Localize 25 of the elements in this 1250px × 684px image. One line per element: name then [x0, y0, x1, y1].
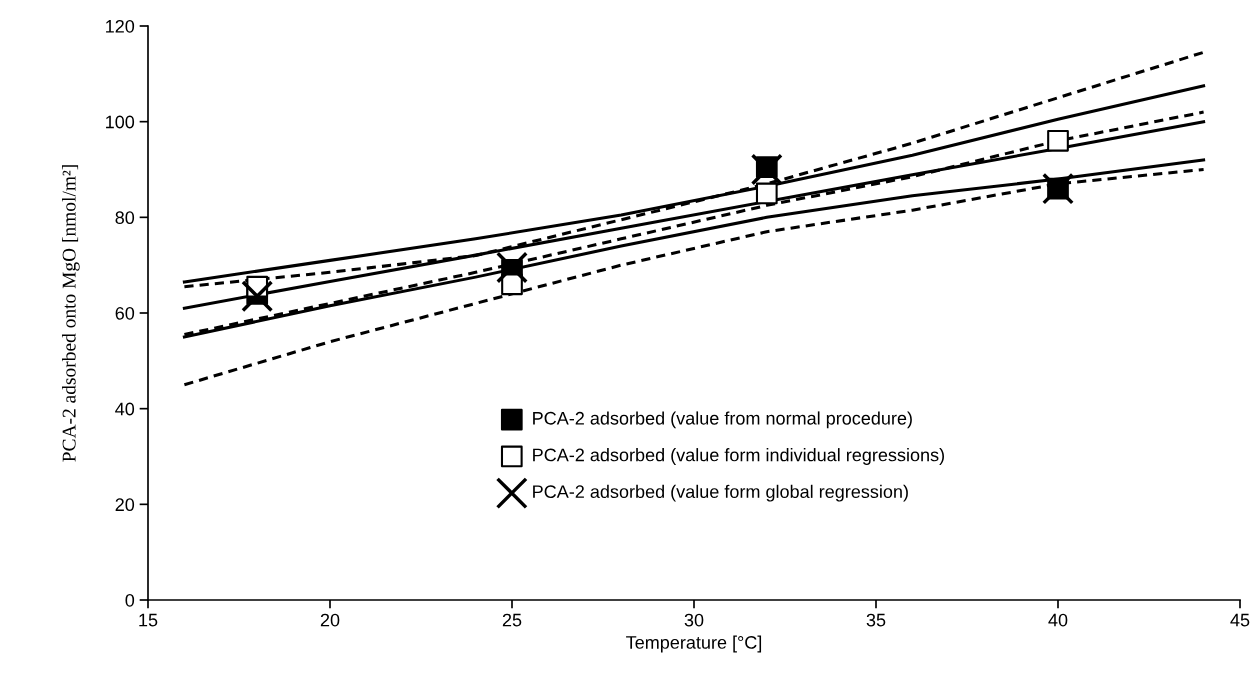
- y-tick-label: 40: [115, 402, 135, 416]
- point: [755, 182, 778, 205]
- x-tick-label: 40: [1048, 613, 1068, 627]
- x-tick-label: 25: [502, 613, 522, 627]
- y-tick-label: 120: [106, 19, 135, 33]
- point: [241, 280, 274, 313]
- legend-label: PCA-2 adsorbed (value form global regression): [533, 484, 908, 502]
- x-tick-label: 45: [1230, 613, 1250, 627]
- y-tick-label: 100: [106, 115, 135, 129]
- legend-label: PCA-2 adsorbed (value from normal procedure): [533, 411, 912, 429]
- legend-label: PCA-2 adsorbed (value form individual regressions): [533, 448, 944, 465]
- y-tick-label: 80: [115, 211, 135, 225]
- y-tick-label: 20: [115, 498, 135, 512]
- y-tick-label: 0: [125, 593, 135, 607]
- point: [1047, 129, 1069, 152]
- point: [496, 251, 528, 284]
- y-axis-title: PCA-2 adsorbed onto MgO [nmol/m²]: [62, 165, 80, 462]
- point: [750, 153, 783, 186]
- x-tick-label: 35: [866, 613, 886, 627]
- x-tick-label: 15: [139, 613, 158, 627]
- x-tick-label: 20: [320, 613, 340, 627]
- line-series: [182, 167, 1206, 387]
- x-tick-label: 30: [684, 613, 704, 627]
- x-axis-title: Temperature [°C]: [626, 635, 762, 653]
- y-tick-label: 60: [115, 306, 135, 320]
